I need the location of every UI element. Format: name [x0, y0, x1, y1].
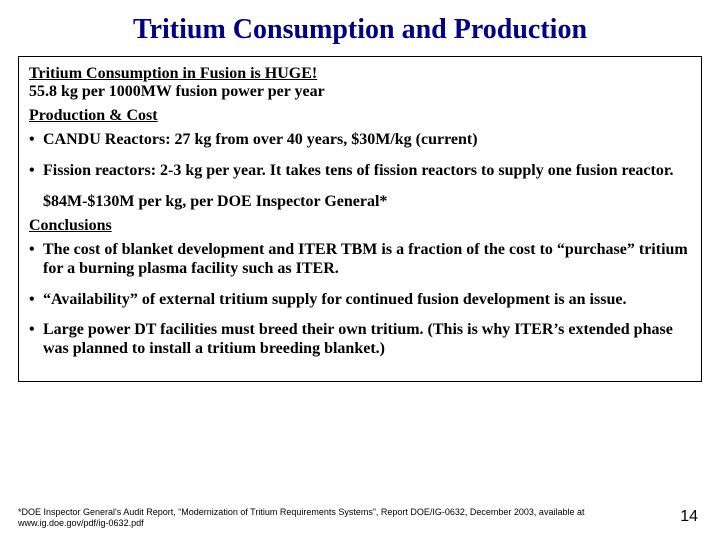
bullet-candu: CANDU Reactors: 27 kg from over 40 years… — [29, 131, 691, 150]
bullet-cost-fraction: The cost of blanket development and ITER… — [29, 241, 691, 279]
bullet-fission: Fission reactors: 2-3 kg per year. It ta… — [29, 162, 691, 181]
section-production-head: Production & Cost — [29, 107, 691, 125]
footnote: *DOE Inspector General's Audit Report, “… — [18, 507, 662, 528]
page-number: 14 — [680, 508, 698, 526]
section-consumption-head: Tritium Consumption in Fusion is HUGE! — [29, 65, 691, 83]
bullet-availability: “Availability” of external tritium suppl… — [29, 291, 691, 310]
section-conclusions-head: Conclusions — [29, 217, 691, 235]
cost-line: $84M-$130M per kg, per DOE Inspector Gen… — [43, 193, 691, 211]
slide: Tritium Consumption and Production Triti… — [0, 0, 720, 540]
slide-title: Tritium Consumption and Production — [18, 14, 702, 46]
conclusion-bullets: The cost of blanket development and ITER… — [29, 241, 691, 359]
consumption-value: 55.8 kg per 1000MW fusion power per year — [29, 83, 691, 101]
bullet-breed: Large power DT facilities must breed the… — [29, 321, 691, 359]
production-bullets: CANDU Reactors: 27 kg from over 40 years… — [29, 131, 691, 181]
content-box: Tritium Consumption in Fusion is HUGE! 5… — [18, 56, 702, 382]
